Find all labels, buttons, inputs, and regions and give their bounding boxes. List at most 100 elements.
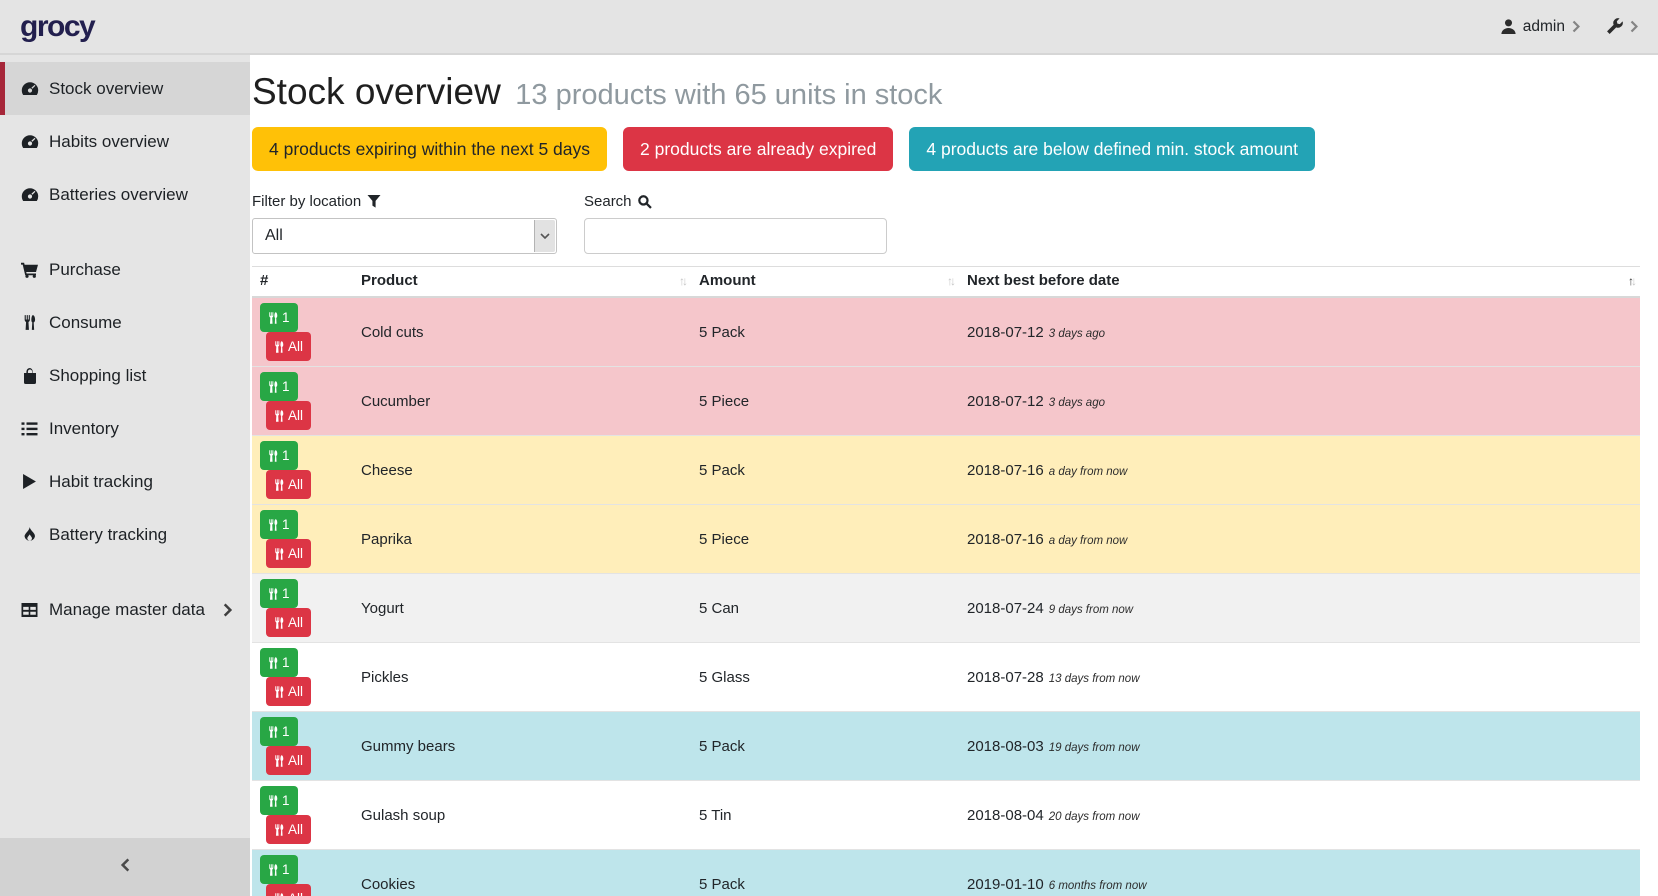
utensils-icon xyxy=(274,685,284,698)
timeago-text: 3 days ago xyxy=(1048,396,1105,409)
chevron-right-icon xyxy=(1572,20,1580,33)
consume-all-button[interactable]: All xyxy=(266,332,312,361)
consume-one-button[interactable]: 1 xyxy=(260,717,298,746)
timeago-text: a day from now xyxy=(1048,534,1128,547)
product-amount: 5 Piece xyxy=(691,504,959,574)
sidebar-item-label: Stock overview xyxy=(49,78,164,98)
app-logo[interactable]: grocy xyxy=(20,9,96,43)
consume-all-button[interactable]: All xyxy=(266,884,312,896)
play-icon xyxy=(20,474,39,489)
alert-info[interactable]: 4 products are below defined min. stock … xyxy=(909,127,1315,171)
consume-all-button[interactable]: All xyxy=(266,608,312,637)
sidebar-item-label: Habits overview xyxy=(49,131,169,151)
location-filter-label: Filter by location xyxy=(252,193,557,210)
utensils-icon xyxy=(274,547,284,560)
sidebar-item-habit-tracking[interactable]: Habit tracking xyxy=(0,455,250,508)
product-amount: 5 Pack xyxy=(691,849,959,896)
utensils-icon xyxy=(274,823,284,836)
search-label: Search xyxy=(584,193,887,210)
table-row: 1 All Yogurt 5 Can 2018-07-24 9 days from now xyxy=(252,573,1640,643)
location-select-value: All xyxy=(265,227,283,244)
sidebar-item-inventory[interactable]: Inventory xyxy=(0,402,250,455)
product-amount: 5 Piece xyxy=(691,366,959,436)
sidebar-item-battery-tracking[interactable]: Battery tracking xyxy=(0,508,250,561)
column-header-next-best-before-date[interactable]: Next best before date ↑↓ xyxy=(959,266,1640,298)
timeago-text: a day from now xyxy=(1048,465,1128,478)
settings-menu[interactable] xyxy=(1606,18,1638,35)
consume-one-button[interactable]: 1 xyxy=(260,510,298,539)
consume-one-button[interactable]: 1 xyxy=(260,441,298,470)
sidebar-item-label: Manage master data xyxy=(49,599,205,619)
sidebar: Stock overview Habits overview Batteries o… xyxy=(0,55,250,896)
best-before-date: 2018-07-24 9 days from now xyxy=(959,573,1640,643)
table-row: 1 All Cucumber 5 Piece 2018-07-12 3 days ago xyxy=(252,366,1640,436)
utensils-icon xyxy=(274,340,284,353)
sidebar-collapse-button[interactable] xyxy=(0,838,250,896)
consume-one-button[interactable]: 1 xyxy=(260,786,298,815)
table-row: 1 All Gulash soup 5 Tin 2018-08-04 20 days fr… xyxy=(252,780,1640,850)
utensils-icon xyxy=(274,409,284,422)
sidebar-item-habits-overview[interactable]: Habits overview xyxy=(0,115,250,168)
alerts: 4 products expiring within the next 5 da… xyxy=(252,127,1640,171)
consume-all-button[interactable]: All xyxy=(266,470,312,499)
column-header-product[interactable]: Product ↑↓ xyxy=(353,266,691,298)
sort-icon: ↑↓ xyxy=(1628,274,1637,288)
consume-all-button[interactable]: All xyxy=(266,539,312,568)
sidebar-item-label: Batteries overview xyxy=(49,184,188,204)
search-input[interactable] xyxy=(584,218,887,254)
stock-table: # Product ↑↓ Amount ↑↓ Next best before date ↑… xyxy=(252,266,1640,896)
consume-all-button[interactable]: All xyxy=(266,401,312,430)
consume-all-button[interactable]: All xyxy=(266,746,312,775)
sidebar-item-label: Inventory xyxy=(49,418,119,438)
product-amount: 5 Pack xyxy=(691,435,959,505)
consume-one-button[interactable]: 1 xyxy=(260,855,298,884)
consume-one-button[interactable]: 1 xyxy=(260,648,298,677)
utensils-icon xyxy=(20,315,39,330)
bag-icon xyxy=(20,367,39,384)
utensils-icon xyxy=(268,725,278,738)
alert-danger[interactable]: 2 products are already expired xyxy=(623,127,894,171)
consume-one-button[interactable]: 1 xyxy=(260,579,298,608)
table-row: 1 All Paprika 5 Piece 2018-07-16 a day from n… xyxy=(252,504,1640,574)
user-icon xyxy=(1501,19,1516,34)
page-title: Stock overview xyxy=(252,71,501,112)
best-before-date: 2018-08-04 20 days from now xyxy=(959,780,1640,850)
list-icon xyxy=(20,421,39,436)
product-name: Cucumber xyxy=(353,366,691,436)
sidebar-item-consume[interactable]: Consume xyxy=(0,296,250,349)
product-amount: 5 Glass xyxy=(691,642,959,712)
wrench-icon xyxy=(1606,18,1623,35)
table-icon xyxy=(20,602,39,617)
sidebar-item-batteries-overview[interactable]: Batteries overview xyxy=(0,168,250,221)
sidebar-item-manage-master-data[interactable]: Manage master data xyxy=(0,583,250,636)
consume-all-button[interactable]: All xyxy=(266,677,312,706)
sidebar-item-shopping-list[interactable]: Shopping list xyxy=(0,349,250,402)
chevron-right-icon xyxy=(1630,20,1638,33)
utensils-icon xyxy=(274,754,284,767)
timeago-text: 6 months from now xyxy=(1048,879,1147,892)
page-subtitle: 13 products with 65 units in stock xyxy=(515,79,943,111)
sidebar-item-label: Habit tracking xyxy=(49,471,153,491)
user-menu[interactable]: admin xyxy=(1501,18,1580,36)
location-select[interactable]: All xyxy=(252,218,557,254)
product-amount: 5 Pack xyxy=(691,711,959,781)
consume-one-button[interactable]: 1 xyxy=(260,303,298,332)
sidebar-item-purchase[interactable]: Purchase xyxy=(0,243,250,296)
utensils-icon xyxy=(268,863,278,876)
product-name: Yogurt xyxy=(353,573,691,643)
utensils-icon xyxy=(268,794,278,807)
top-navbar: grocy admin xyxy=(0,0,1658,55)
consume-one-button[interactable]: 1 xyxy=(260,372,298,401)
sidebar-item-stock-overview[interactable]: Stock overview xyxy=(0,62,250,115)
column-header-actions: # xyxy=(252,266,353,298)
chevron-left-icon xyxy=(120,857,130,877)
utensils-icon xyxy=(268,518,278,531)
sidebar-item-label: Consume xyxy=(49,312,122,332)
consume-all-button[interactable]: All xyxy=(266,815,312,844)
sort-icon: ↑↓ xyxy=(679,274,688,288)
alert-warning[interactable]: 4 products expiring within the next 5 da… xyxy=(252,127,608,171)
tachometer-icon xyxy=(20,134,39,149)
column-header-amount[interactable]: Amount ↑↓ xyxy=(691,266,959,298)
utensils-icon xyxy=(274,478,284,491)
user-name: admin xyxy=(1522,17,1565,35)
